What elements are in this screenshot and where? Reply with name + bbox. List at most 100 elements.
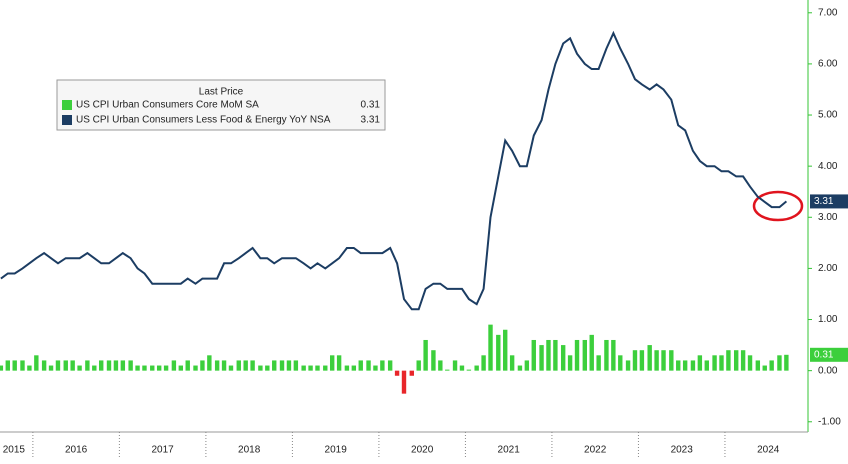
legend-value: 0.31 — [361, 100, 381, 111]
bar — [546, 339, 551, 371]
bar — [582, 339, 588, 371]
bar — [596, 355, 601, 371]
legend-value: 3.31 — [361, 115, 381, 126]
last-value-tag — [810, 194, 848, 209]
bar — [20, 360, 25, 371]
bar — [431, 350, 436, 371]
x-tick-label: 2020 — [411, 445, 434, 456]
bar — [574, 339, 580, 371]
bar — [63, 360, 68, 371]
bar — [329, 355, 335, 371]
bar — [150, 365, 155, 371]
bar — [336, 355, 342, 371]
y-tick-label: 0.00 — [818, 365, 838, 376]
bar — [366, 360, 371, 371]
x-tick-label: 2015 — [3, 445, 26, 456]
bar — [120, 360, 126, 371]
bar — [669, 350, 674, 371]
bar — [496, 334, 501, 371]
bar — [726, 350, 731, 371]
bar — [27, 365, 32, 371]
bar — [618, 355, 623, 371]
bar — [250, 360, 255, 371]
bar — [777, 355, 782, 371]
bar — [214, 360, 220, 371]
bar — [755, 360, 761, 371]
bar — [113, 360, 119, 371]
bar — [193, 365, 198, 371]
y-tick-label: 4.00 — [818, 161, 838, 172]
bar — [41, 360, 47, 371]
bar — [12, 360, 17, 371]
legend-box — [56, 79, 386, 131]
bar — [553, 339, 558, 371]
legend-swatch — [62, 115, 72, 125]
bar — [769, 360, 774, 371]
bar — [474, 365, 479, 371]
y-tick-label: -1.00 — [818, 416, 841, 427]
bar — [784, 354, 789, 371]
bar — [459, 365, 465, 371]
last-value-label: 3.31 — [814, 196, 834, 207]
bar — [762, 365, 767, 371]
x-tick-label: 2017 — [152, 445, 175, 456]
bar — [55, 360, 61, 371]
last-value-label: 0.31 — [814, 349, 834, 360]
bar — [135, 365, 140, 371]
bar — [279, 360, 285, 371]
last-value-tag — [810, 347, 848, 362]
x-tick-label: 2016 — [65, 445, 88, 456]
bar — [416, 360, 421, 371]
bar — [243, 360, 248, 371]
bar — [163, 365, 169, 371]
bar — [539, 345, 544, 371]
bar — [373, 365, 378, 371]
bar — [200, 360, 205, 371]
bar — [207, 355, 212, 371]
bar — [452, 360, 458, 371]
bar — [712, 355, 717, 371]
y-tick-label: 1.00 — [818, 314, 838, 325]
bar — [351, 365, 357, 371]
bar — [358, 360, 363, 371]
bar — [567, 355, 573, 371]
legend-title: Last Price — [199, 87, 244, 98]
bar — [48, 365, 54, 371]
y-tick-label: 7.00 — [818, 7, 838, 18]
bar — [481, 355, 486, 371]
bar — [92, 365, 97, 371]
bar — [517, 365, 523, 371]
bar — [286, 360, 292, 371]
bar — [690, 360, 696, 371]
bar — [438, 360, 443, 371]
bar — [733, 350, 739, 371]
bar — [654, 350, 659, 371]
bar — [185, 360, 190, 371]
legend: Last Price US CPI Urban Consumers Core M… — [56, 79, 386, 131]
bar — [258, 365, 263, 371]
bar — [265, 365, 270, 371]
x-tick-label: 2022 — [584, 445, 607, 456]
bar — [560, 345, 566, 371]
bar — [531, 339, 536, 371]
bar — [682, 360, 688, 371]
bar — [604, 339, 609, 371]
bar — [171, 360, 177, 371]
bar — [387, 360, 393, 371]
x-tick-label: 2023 — [671, 445, 694, 456]
bar — [445, 369, 450, 371]
x-tick-label: 2021 — [498, 445, 521, 456]
bar — [142, 365, 147, 371]
legend-label: US CPI Urban Consumers Less Food & Energ… — [76, 115, 331, 126]
bar — [236, 360, 241, 371]
bar — [272, 360, 277, 371]
x-tick-label: 2018 — [238, 445, 261, 456]
bar — [697, 355, 703, 371]
bar — [509, 355, 515, 371]
bar — [524, 360, 530, 371]
bar — [639, 350, 645, 371]
bar — [676, 360, 681, 371]
bar — [661, 350, 666, 371]
